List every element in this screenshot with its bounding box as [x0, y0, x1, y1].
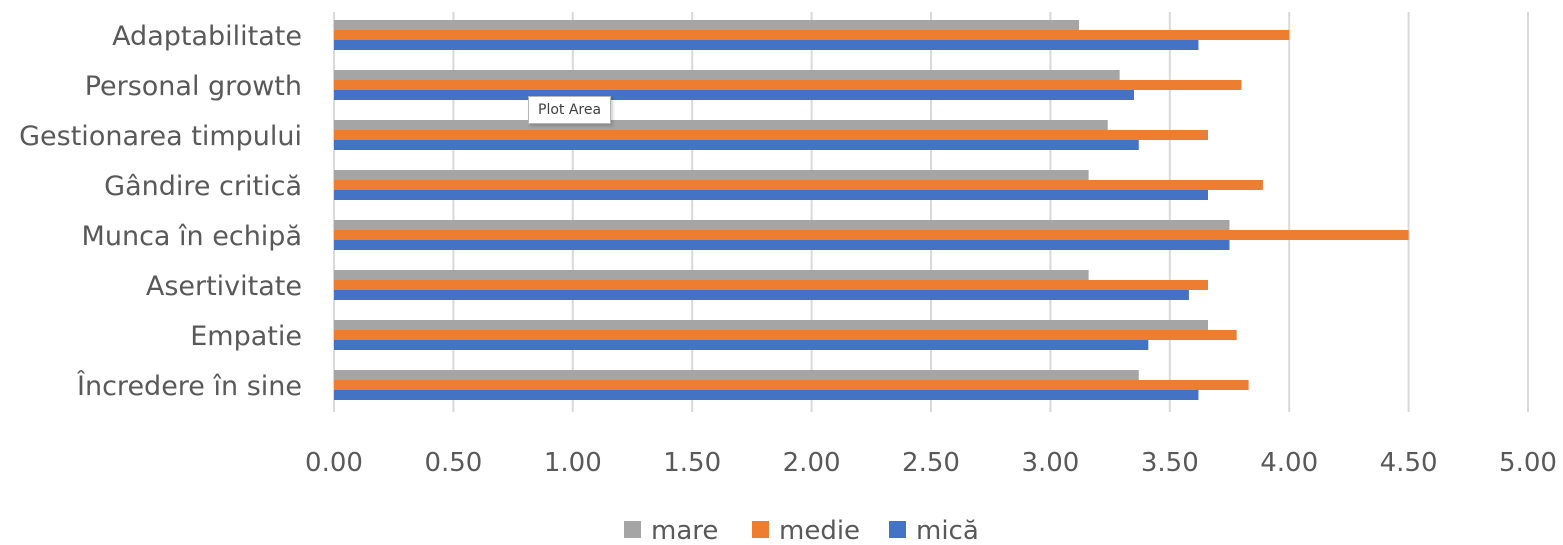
bar-mică: [334, 340, 1149, 350]
category-label: Adaptabilitate: [112, 21, 302, 52]
x-tick-labels: 0.00 0.50 1.00 1.50 2.00 2.50 3.00 3.50 4.00 4.50…: [305, 448, 1557, 478]
bar-medie: [334, 280, 1209, 290]
bar-mare: [334, 320, 1209, 330]
bar-mică: [334, 190, 1209, 200]
plot-area-tooltip: Plot Area: [528, 96, 612, 124]
bar-mică: [334, 140, 1139, 150]
x-tick-label: 5.00: [1499, 448, 1557, 478]
legend-swatch-mică: [889, 521, 906, 538]
bar-medie: [334, 180, 1263, 190]
legend: mare medie mică: [624, 516, 979, 545]
bar-medie: [334, 30, 1290, 40]
bar-medie: [334, 130, 1209, 140]
legend-swatch-medie: [752, 521, 769, 538]
bar-medie: [334, 80, 1242, 90]
bar-mică: [334, 90, 1134, 100]
category-label: Încredere în sine: [76, 370, 302, 402]
bar-mare: [334, 120, 1108, 130]
x-tick-label: 4.00: [1260, 448, 1318, 478]
bar-mare: [334, 170, 1089, 180]
x-tick-label: 0.50: [424, 448, 482, 478]
x-tick-label: 1.00: [544, 448, 602, 478]
bar-mică: [334, 290, 1189, 300]
bar-mică: [334, 240, 1230, 250]
category-labels: Adaptabilitate Personal growth Gestionarea…: [19, 21, 302, 402]
x-tick-label: 1.50: [663, 448, 721, 478]
x-tick-label: 3.50: [1141, 448, 1199, 478]
x-tick-label: 4.50: [1380, 448, 1438, 478]
bar-mică: [334, 40, 1199, 50]
bars: [334, 20, 1409, 400]
x-tick-label: 2.00: [783, 448, 841, 478]
bar-mare: [334, 220, 1230, 230]
bar-medie: [334, 230, 1409, 240]
bar-mică: [334, 390, 1199, 400]
category-label: Asertivitate: [146, 271, 302, 302]
category-label: Gândire critică: [104, 171, 302, 202]
x-tick-label: 3.00: [1021, 448, 1079, 478]
category-label: Personal growth: [85, 71, 302, 102]
legend-label-mare: mare: [651, 516, 718, 545]
x-tick-label: 0.00: [305, 448, 363, 478]
bar-medie: [334, 380, 1249, 390]
category-label: Gestionarea timpului: [19, 121, 302, 152]
bar-mare: [334, 70, 1120, 80]
legend-label-medie: medie: [779, 516, 860, 545]
category-label: Empatie: [190, 321, 302, 352]
legend-label-mică: mică: [916, 516, 979, 545]
bar-medie: [334, 330, 1237, 340]
legend-swatch-mare: [624, 521, 641, 538]
bar-mare: [334, 270, 1089, 280]
category-label: Munca în echipă: [82, 221, 302, 252]
x-tick-label: 2.50: [902, 448, 960, 478]
bar-mare: [334, 370, 1139, 380]
bar-mare: [334, 20, 1080, 30]
